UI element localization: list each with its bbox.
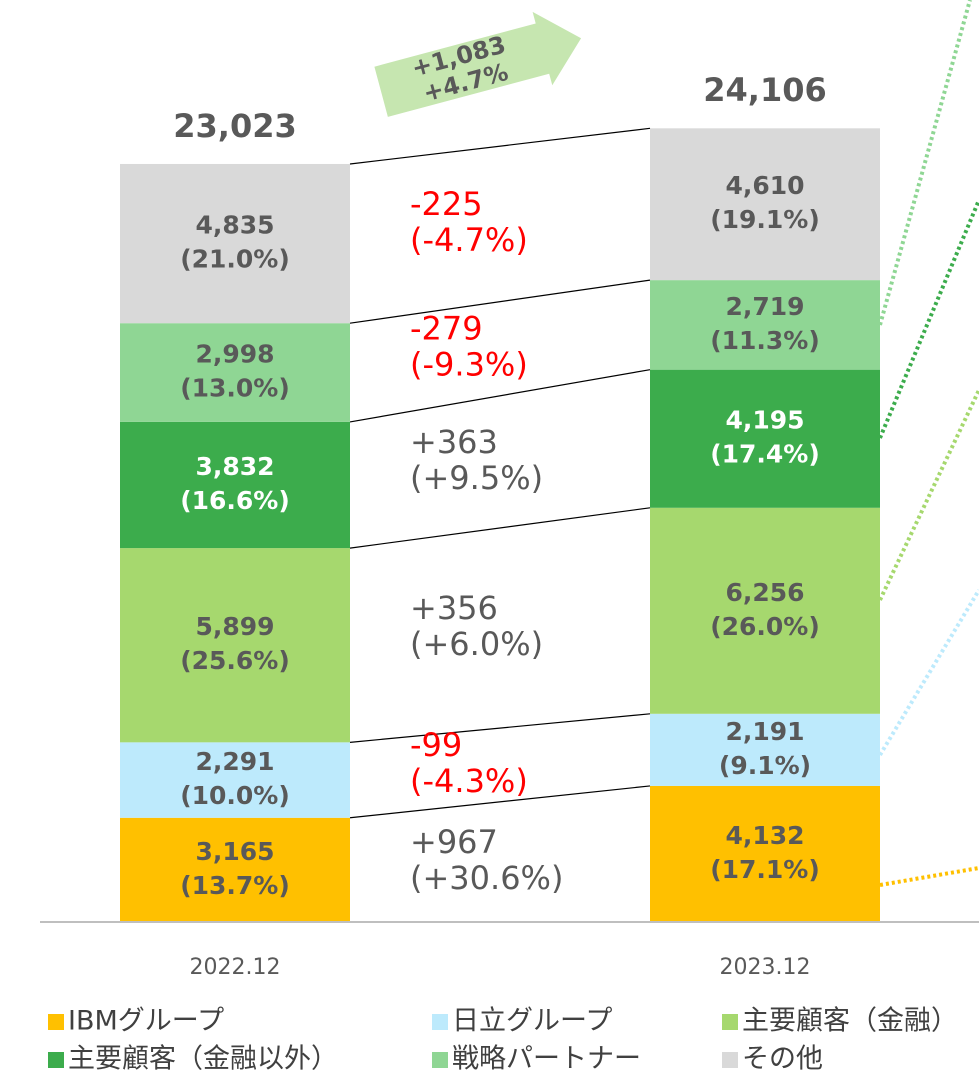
share-label: (17.1%) <box>710 855 820 884</box>
value-label: 2,719 <box>725 292 804 321</box>
value-label: 3,165 <box>195 837 274 866</box>
bar-segment <box>650 369 880 508</box>
share-label: (21.0%) <box>180 245 290 274</box>
change-pct-label: (-9.3%) <box>410 346 528 384</box>
value-label: 2,291 <box>195 747 274 776</box>
bar-segment <box>650 128 880 281</box>
value-label: 6,256 <box>725 578 804 607</box>
share-label: (13.7%) <box>180 871 290 900</box>
share-label: (13.0%) <box>180 374 290 403</box>
x-tick-label: 2023.12 <box>720 955 811 980</box>
change-pct-label: (+9.5%) <box>410 459 543 497</box>
bar-segment <box>120 163 350 324</box>
share-label: (10.0%) <box>180 781 290 810</box>
change-pct-label: (-4.7%) <box>410 221 528 259</box>
decoration <box>878 0 979 887</box>
change-label: +363 <box>410 423 498 461</box>
legend-swatch <box>432 1052 448 1068</box>
total-label: 24,106 <box>703 71 826 109</box>
legend-label: その他 <box>742 1044 823 1074</box>
bar-segment <box>120 817 350 922</box>
value-label: 4,835 <box>195 211 274 240</box>
change-label: -225 <box>410 185 483 223</box>
bar-segment <box>120 323 350 422</box>
value-label: 4,195 <box>725 406 804 435</box>
pointer-line <box>878 389 979 601</box>
change-pct-label: (-4.3%) <box>410 762 528 800</box>
legend-label: 戦略パートナー <box>452 1044 641 1074</box>
change-label: -279 <box>410 310 483 348</box>
share-label: (17.4%) <box>710 440 820 469</box>
value-label: 2,191 <box>725 717 804 746</box>
legend-label: 主要顧客（金融以外） <box>68 1044 338 1074</box>
bar-segment <box>120 421 350 549</box>
arrow-shape <box>374 11 582 117</box>
share-label: (19.1%) <box>710 205 820 234</box>
value-label: 4,610 <box>725 171 804 200</box>
change-label: +967 <box>410 823 498 861</box>
bar-segment <box>650 785 880 922</box>
connector-line <box>349 369 651 423</box>
legend-label: IBMグループ <box>68 1006 224 1037</box>
value-label: 5,899 <box>195 612 274 641</box>
connector-line <box>349 785 651 819</box>
connector-line <box>349 713 651 743</box>
share-label: (9.1%) <box>719 751 811 780</box>
connector-line <box>349 279 651 324</box>
legend-swatch <box>722 1052 738 1068</box>
bar-segment <box>650 280 880 370</box>
share-label: (11.3%) <box>710 326 820 355</box>
bar-segment <box>650 507 880 714</box>
legend-swatch <box>48 1052 64 1068</box>
share-label: (16.6%) <box>180 486 290 515</box>
total-arrow: +1,083 +4.7% <box>374 11 582 117</box>
legend-swatch <box>48 1014 64 1030</box>
x-tick-label: 2022.12 <box>190 955 281 980</box>
share-label: (26.0%) <box>710 612 820 641</box>
value-label: 2,998 <box>195 340 274 369</box>
legend-label: 日立グループ <box>452 1006 612 1037</box>
share-label: (25.6%) <box>180 646 290 675</box>
total-label: 23,023 <box>173 107 296 145</box>
connector-line <box>349 507 651 549</box>
value-label: 4,132 <box>725 821 804 850</box>
bar-segment <box>120 548 350 743</box>
pointer-line <box>878 588 979 757</box>
connector-line <box>349 127 651 165</box>
bar-segment <box>650 713 880 786</box>
pointer-line <box>878 0 972 326</box>
pointer-line <box>878 199 979 439</box>
value-label: 3,832 <box>195 452 274 481</box>
legend-swatch <box>432 1014 448 1030</box>
change-label: -99 <box>410 726 462 764</box>
change-label: +356 <box>410 589 498 627</box>
bar-segment <box>120 742 350 818</box>
change-pct-label: (+6.0%) <box>410 625 543 663</box>
legend-swatch <box>722 1014 738 1030</box>
pointer-line <box>879 866 979 887</box>
legend-label: 主要顧客（金融） <box>742 1006 958 1037</box>
change-pct-label: (+30.6%) <box>410 859 563 897</box>
